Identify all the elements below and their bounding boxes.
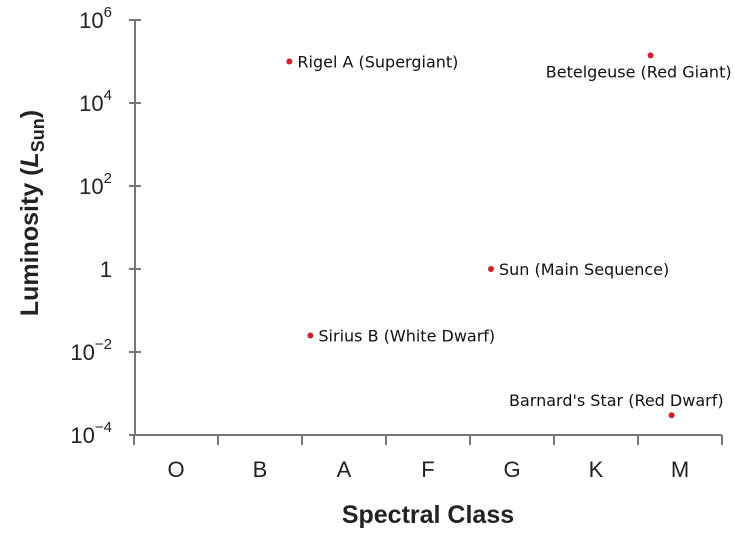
y-tick-label: 106 <box>79 4 112 33</box>
x-tick-label-o: O <box>167 457 184 482</box>
data-point <box>488 266 494 272</box>
x-tick-label-g: G <box>503 457 520 482</box>
x-tick-label-b: B <box>253 457 268 482</box>
data-points: Rigel A (Supergiant) Betelgeuse (Red Gian… <box>286 52 732 419</box>
y-tick-label: 102 <box>79 170 112 199</box>
data-point-label: Barnard's Star (Red Dwarf) <box>509 391 724 410</box>
data-point-label: Betelgeuse (Red Giant) <box>546 62 732 81</box>
data-point-label: Rigel A (Supergiant) <box>297 53 458 72</box>
x-tick-label-k: K <box>589 457 604 482</box>
y-axis-title-sub: Sun <box>28 118 48 152</box>
data-point <box>307 332 314 339</box>
x-tick-label-m: M <box>671 457 689 482</box>
y-tick-label: 10−4 <box>70 419 112 448</box>
x-tick-label-a: A <box>337 457 352 482</box>
y-axis-title-italic: L <box>16 152 44 167</box>
x-tick-label-f: F <box>421 457 434 482</box>
y-tick-label: 10−2 <box>70 336 112 365</box>
x-axis-title: Spectral Class <box>342 501 514 529</box>
y-tick-label: 104 <box>79 87 112 116</box>
axes <box>134 20 722 436</box>
data-point <box>286 58 293 65</box>
y-axis-title: Luminosity (LSun) <box>16 110 48 316</box>
y-axis-title-main: Luminosity ( <box>16 167 44 316</box>
data-point <box>647 52 654 59</box>
y-axis-title-close: ) <box>16 110 44 118</box>
data-point-label: Sirius B (White Dwarf) <box>318 326 495 345</box>
data-point-label: Sun (Main Sequence) <box>499 260 669 279</box>
data-point <box>668 412 675 419</box>
y-ticks: 106 104 102 1 10−2 10−4 <box>70 4 141 448</box>
y-tick-label: 1 <box>100 257 112 282</box>
